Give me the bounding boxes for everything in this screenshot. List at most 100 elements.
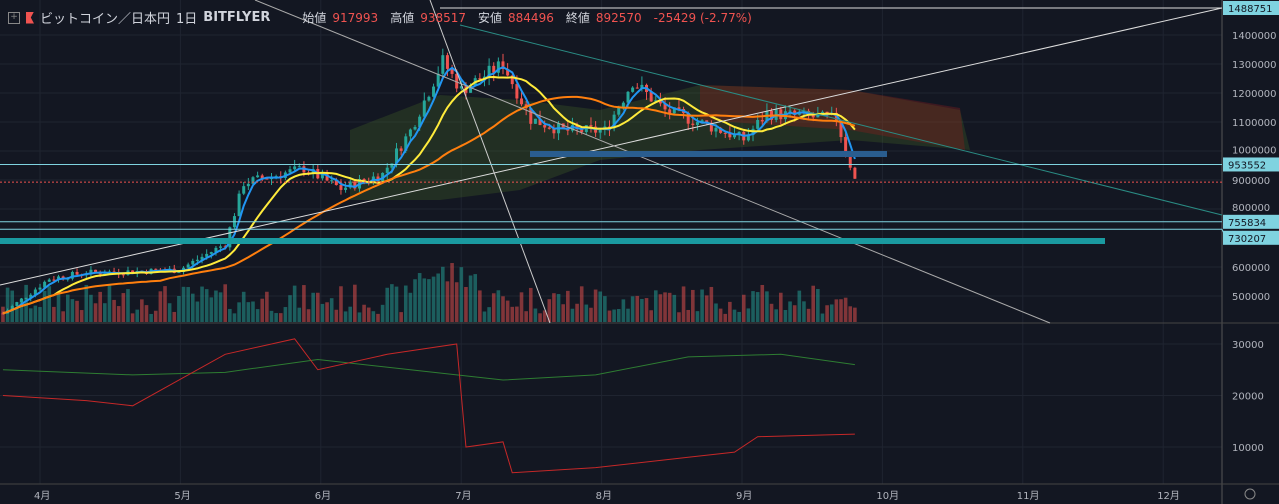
volume-bar: [445, 281, 450, 322]
candle-body: [15, 302, 19, 306]
volume-bar: [612, 309, 616, 322]
volume-bar: [598, 291, 603, 322]
candle-body: [413, 126, 417, 130]
volume-bar: [751, 291, 755, 322]
expand-icon[interactable]: +: [8, 11, 20, 24]
candle-body: [695, 122, 699, 125]
volume-bar: [376, 313, 380, 322]
candle-body: [658, 100, 662, 104]
volume-bar: [366, 307, 371, 322]
volume-bar: [528, 287, 533, 322]
candle-body: [543, 125, 547, 128]
volume-bar: [228, 308, 232, 322]
candle-body: [200, 256, 204, 260]
candle-body: [552, 128, 556, 134]
volume-bar: [510, 306, 515, 322]
candle-body: [260, 175, 264, 179]
volume-bar: [265, 291, 269, 322]
candle-body: [209, 252, 213, 254]
price-tick-label: 1000000: [1232, 145, 1277, 156]
price-tick-label: 1300000: [1232, 60, 1277, 71]
volume-bar: [454, 282, 459, 322]
candle-body: [797, 113, 801, 115]
candle-body: [418, 116, 422, 127]
volume-bar: [853, 307, 857, 322]
candle-body: [580, 128, 584, 133]
candle-body: [793, 110, 797, 115]
volume-bar: [417, 273, 422, 322]
candle-body: [700, 120, 704, 123]
volume-bar: [311, 292, 315, 322]
time-tick-label: 5月: [174, 490, 190, 502]
candle-body: [663, 103, 667, 110]
volume-bar: [496, 290, 501, 322]
volume-bar: [246, 302, 251, 322]
candle-body: [404, 136, 408, 151]
support-zone: [0, 238, 1105, 244]
volume-bar: [408, 292, 413, 322]
volume-bar: [172, 311, 177, 322]
volume-bar: [394, 286, 399, 322]
volume-bar: [357, 312, 362, 322]
volume-bar: [79, 310, 84, 322]
volume-bar: [302, 285, 306, 322]
candle-body: [719, 127, 723, 133]
candle-body: [621, 102, 625, 108]
candle-body: [191, 260, 195, 265]
volume-bar: [658, 294, 663, 322]
candle-body: [47, 279, 51, 282]
candle-body: [640, 84, 644, 88]
volume-bar: [714, 303, 718, 322]
volume-bar: [56, 294, 61, 322]
trendline: [459, 24, 1223, 216]
interval[interactable]: 1日: [176, 12, 198, 27]
candle-body: [256, 175, 260, 178]
price-tick-label: 900000: [1232, 176, 1270, 187]
flag-icon[interactable]: [26, 11, 34, 24]
volume-bar: [47, 286, 52, 322]
volume-bar: [843, 297, 848, 322]
volume-bar: [52, 306, 56, 322]
volume-bar: [121, 293, 126, 322]
candle-body: [219, 246, 223, 248]
volume-bar: [723, 313, 728, 322]
volume-bar: [566, 290, 570, 322]
candle-body: [668, 109, 672, 114]
candle-body: [330, 180, 334, 182]
volume-bar: [436, 273, 440, 322]
volume-bar: [413, 279, 417, 322]
volume-bar: [677, 312, 681, 322]
candle-body: [677, 107, 681, 110]
volume-bar: [760, 284, 765, 322]
volume-bar: [769, 303, 774, 322]
volume-bar: [399, 312, 403, 322]
candle-body: [70, 271, 74, 279]
candle-body: [733, 133, 736, 138]
volume-bar: [343, 311, 348, 322]
exchange: BITFLYER: [203, 10, 271, 25]
trendline: [254, 0, 1051, 324]
candle-body: [626, 91, 630, 103]
candle-body: [844, 137, 848, 153]
price-tag-label: 953552: [1228, 160, 1266, 171]
volume-bar: [112, 299, 116, 322]
volume-bar: [200, 286, 204, 322]
candle-body: [723, 132, 727, 134]
symbol-name[interactable]: ビットコイン／日本円: [40, 12, 171, 27]
chart-legend: + ビットコイン／日本円 1日 BITFLYER 始値 917993 高値 9385…: [8, 8, 758, 27]
volume-bar: [783, 309, 788, 322]
volume-bar: [459, 267, 464, 322]
settings-gear-icon[interactable]: [1244, 488, 1256, 500]
open-value: 917993: [332, 10, 379, 25]
volume-bar: [441, 266, 445, 322]
candle-body: [320, 173, 324, 179]
volume-bar: [547, 299, 552, 322]
volume-bar: [700, 289, 704, 322]
volume-bar: [75, 300, 79, 322]
candle-body: [575, 124, 579, 129]
candle-body: [251, 177, 255, 184]
volume-bar: [278, 313, 283, 322]
ma-mid-line: [2, 75, 856, 315]
